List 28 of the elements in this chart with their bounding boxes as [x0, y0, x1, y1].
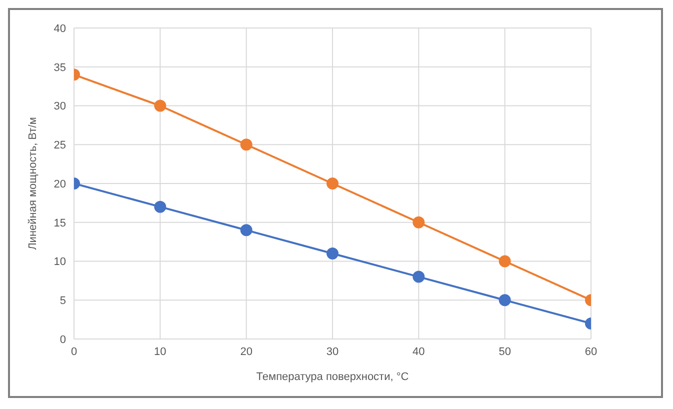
y-tick-label: 20 [54, 178, 66, 190]
x-axis-title: Температура поверхности, °С [256, 371, 409, 383]
point [240, 138, 252, 151]
point [498, 255, 511, 268]
y-tick-label: 25 [54, 140, 66, 152]
x-tick-label: 20 [240, 346, 252, 358]
y-tick-label: 35 [54, 62, 66, 74]
x-tick-label: 30 [326, 346, 339, 358]
point [326, 247, 338, 260]
y-tick-label: 0 [60, 334, 66, 346]
point [498, 294, 511, 306]
point [154, 200, 166, 213]
x-tick-label: 0 [70, 346, 78, 358]
y-tick-label: 15 [54, 217, 66, 230]
x-tick-label: 40 [412, 346, 425, 358]
point [326, 178, 338, 190]
y-tick-label: 30 [54, 100, 66, 113]
point [240, 224, 252, 236]
x-tick-label: 10 [154, 346, 166, 358]
y-tick-label: 10 [54, 256, 66, 268]
point [412, 270, 425, 283]
x-tick-label: 60 [584, 346, 598, 358]
y-axis-title: Линейная мощность, Вт/м [26, 117, 39, 250]
y-tick-label: 5 [60, 295, 66, 308]
point [412, 216, 425, 228]
x-tick-label: 50 [498, 346, 511, 358]
point [154, 100, 166, 112]
y-tick-label: 40 [54, 22, 66, 35]
